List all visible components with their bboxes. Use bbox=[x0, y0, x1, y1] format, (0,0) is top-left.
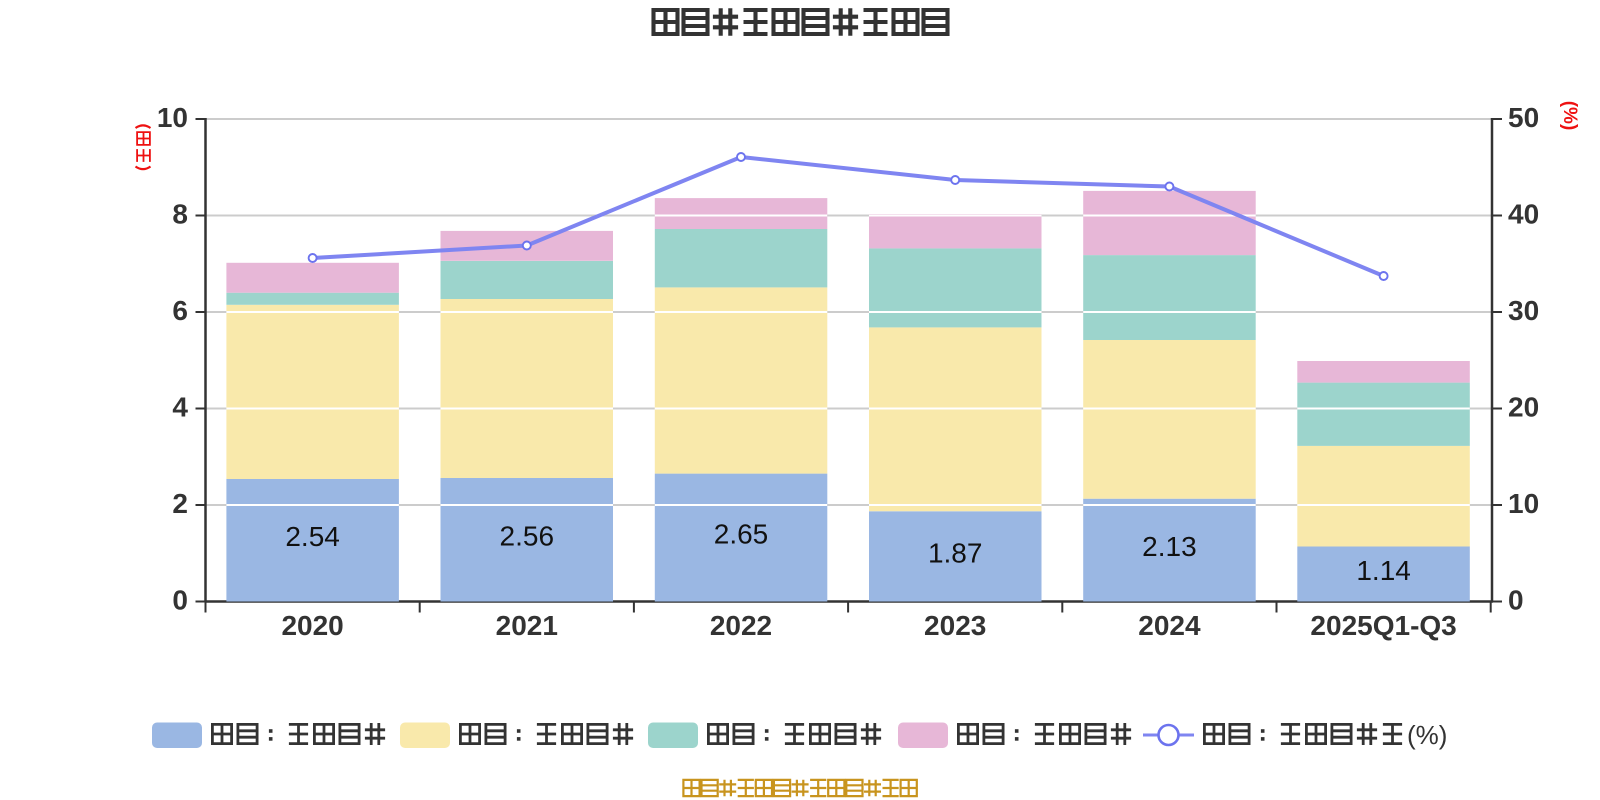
svg-text:2: 2 bbox=[172, 488, 188, 519]
svg-text:1.87: 1.87 bbox=[928, 537, 983, 568]
svg-text:2025Q1-Q3: 2025Q1-Q3 bbox=[1310, 610, 1456, 641]
svg-text:50: 50 bbox=[1508, 102, 1539, 133]
svg-text:2.56: 2.56 bbox=[500, 521, 555, 552]
svg-text:2.13: 2.13 bbox=[1142, 531, 1197, 562]
svg-text:6: 6 bbox=[172, 295, 188, 326]
svg-text:4: 4 bbox=[172, 392, 188, 423]
svg-text:2023: 2023 bbox=[924, 610, 986, 641]
svg-text:2.65: 2.65 bbox=[714, 519, 769, 550]
svg-text:10: 10 bbox=[157, 102, 188, 133]
svg-text:(%): (%) bbox=[1407, 720, 1447, 750]
svg-text:8: 8 bbox=[172, 199, 188, 230]
svg-text:(%): (%) bbox=[1559, 101, 1580, 131]
svg-text:20: 20 bbox=[1508, 392, 1539, 423]
svg-text:10: 10 bbox=[1508, 488, 1539, 519]
svg-text:2021: 2021 bbox=[496, 610, 558, 641]
svg-text:40: 40 bbox=[1508, 199, 1539, 230]
svg-text:2020: 2020 bbox=[281, 610, 343, 641]
svg-text:30: 30 bbox=[1508, 295, 1539, 326]
svg-text:0: 0 bbox=[1508, 585, 1524, 616]
svg-text:1.14: 1.14 bbox=[1356, 555, 1411, 586]
svg-text:2024: 2024 bbox=[1138, 610, 1201, 641]
svg-text:0: 0 bbox=[172, 585, 188, 616]
svg-text:2.54: 2.54 bbox=[285, 521, 340, 552]
svg-text:2022: 2022 bbox=[710, 610, 772, 641]
